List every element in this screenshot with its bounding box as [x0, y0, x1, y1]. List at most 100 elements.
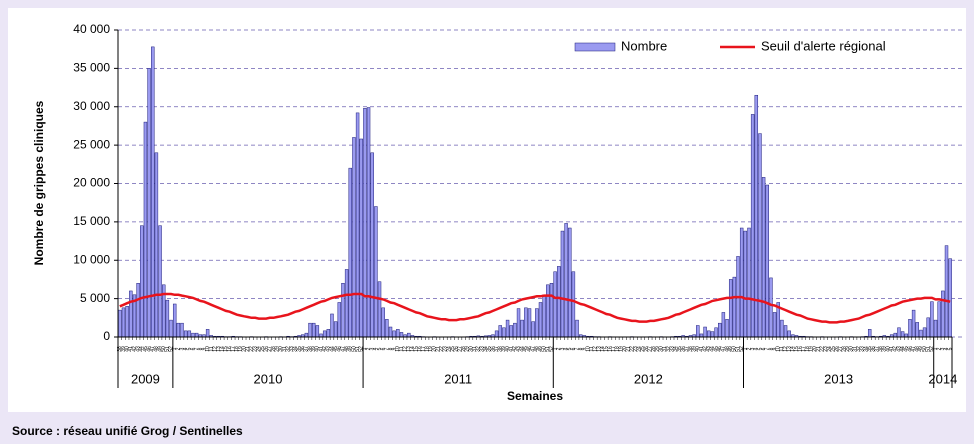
x-tick-label: 51	[926, 346, 932, 352]
x-tick-label: 27	[457, 346, 463, 352]
x-tick-label: 23	[633, 346, 639, 352]
bar	[867, 329, 872, 338]
x-tick-label: 12	[402, 346, 408, 352]
x-tick-label: 12	[783, 346, 789, 352]
y-tick-label: 5 000	[80, 291, 110, 305]
x-tick-label: 4	[754, 347, 760, 350]
x-tick-label: 5	[947, 347, 953, 350]
legend-swatch	[574, 42, 616, 52]
bar	[758, 133, 762, 338]
bar	[520, 319, 524, 338]
bar	[718, 322, 722, 338]
x-tick-label: 6	[381, 347, 387, 350]
bar	[191, 332, 195, 338]
x-tick-label: 13	[216, 346, 222, 352]
x-tick-label: 42	[512, 346, 518, 352]
x-tick-label: 11	[209, 346, 215, 351]
x-tick-label: 46	[527, 346, 533, 352]
bar	[783, 325, 788, 338]
x-tick-label: 49	[728, 346, 734, 352]
x-tick-label: 35	[296, 346, 302, 352]
bar	[535, 308, 539, 338]
bar	[527, 308, 532, 338]
x-tick-label: 40	[885, 346, 891, 352]
x-tick-label: 4	[373, 347, 379, 350]
x-tick-label: 37	[874, 346, 880, 352]
bar	[568, 227, 572, 338]
x-tick-label: 22	[439, 346, 445, 352]
x-axis-label: Semaines	[507, 389, 563, 403]
x-tick-label: 20	[812, 346, 818, 352]
x-tick-label: 33	[860, 346, 866, 352]
x-tick-label: 22	[629, 346, 635, 352]
x-tick-label: 29	[465, 346, 471, 352]
x-tick-label: 7	[574, 347, 580, 350]
x-tick-label: 49	[157, 346, 163, 352]
bar	[176, 322, 181, 338]
bar	[333, 321, 338, 338]
x-tick-label: 38	[498, 346, 504, 352]
x-tick-label: 19	[808, 346, 814, 352]
x-tick-label: 27	[267, 346, 273, 352]
bar	[703, 326, 707, 338]
bar	[721, 312, 726, 338]
year-label: 2010	[254, 371, 283, 386]
x-tick-label: 10	[776, 346, 782, 352]
x-tick-label: 39	[501, 346, 507, 352]
x-tick-label: 20	[622, 346, 628, 352]
x-tick-label: 4	[183, 347, 189, 350]
bar	[780, 319, 784, 338]
x-tick-label: 17	[421, 346, 427, 352]
x-tick-label: 13	[406, 346, 412, 352]
bar	[944, 245, 949, 338]
bar	[396, 329, 400, 338]
x-tick-label: 10	[395, 346, 401, 352]
bar	[546, 284, 550, 338]
x-tick-label: 34	[863, 346, 869, 352]
x-tick-label: 52	[549, 346, 555, 352]
x-tick-label: 15	[413, 346, 419, 352]
bar	[315, 325, 320, 338]
x-tick-label: 7	[765, 347, 771, 350]
bar	[502, 327, 506, 338]
x-tick-label: 1	[552, 347, 558, 350]
x-tick-label: 44	[520, 346, 526, 352]
x-tick-label: 20	[242, 346, 248, 352]
x-tick-label: 39	[691, 346, 697, 352]
x-tick-label: 28	[651, 346, 657, 352]
x-tick-label: 52	[359, 346, 365, 352]
x-tick-label: 48	[344, 346, 350, 352]
bar	[787, 330, 791, 338]
x-tick-label: 44	[710, 346, 716, 352]
legend-box	[565, 35, 955, 59]
x-tick-label: 40	[315, 346, 321, 352]
bar	[915, 322, 919, 338]
x-tick-label: 2	[937, 347, 943, 350]
x-tick-label: 32	[856, 346, 862, 352]
x-tick-label: 1	[172, 347, 178, 350]
x-tick-label: 51	[735, 346, 741, 352]
bar	[352, 137, 356, 338]
bar	[930, 301, 934, 338]
x-tick-label: 40	[695, 346, 701, 352]
x-tick-label: 37	[684, 346, 690, 352]
bar	[524, 307, 528, 338]
x-tick-label: 41	[128, 346, 134, 352]
bar	[359, 138, 363, 338]
x-tick-label: 44	[329, 346, 335, 352]
x-tick-label: 47	[530, 346, 536, 352]
bar	[560, 230, 565, 338]
x-tick-label: 47	[150, 346, 156, 352]
bar	[326, 329, 331, 338]
bar	[549, 283, 554, 338]
x-tick-label: 6	[571, 347, 577, 350]
x-tick-label: 46	[907, 346, 913, 352]
bar	[366, 107, 371, 338]
x-tick-label: 6	[761, 347, 767, 350]
x-tick-label: 5	[377, 347, 383, 350]
x-tick-label: 51	[355, 346, 361, 352]
x-tick-label: 1	[362, 347, 368, 350]
bar	[151, 46, 155, 338]
x-tick-label: 29	[274, 346, 280, 352]
x-tick-label: 43	[326, 346, 332, 352]
